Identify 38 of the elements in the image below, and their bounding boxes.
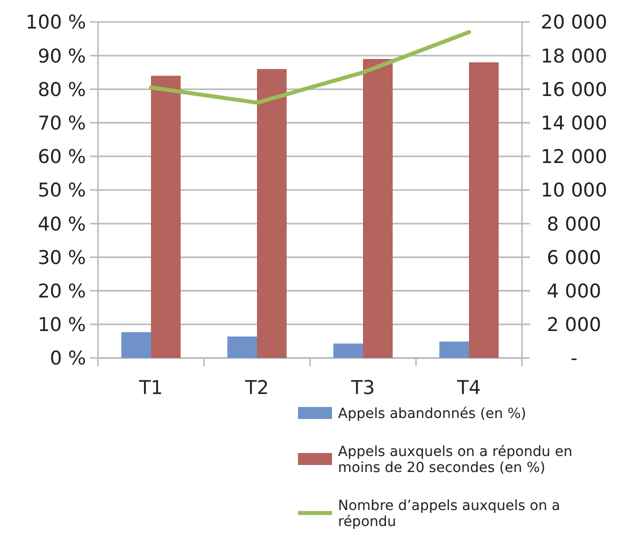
x-tick-label: T1	[138, 377, 163, 399]
y2-tick-label: -	[570, 348, 578, 370]
bar	[121, 332, 151, 358]
y-tick-label: 20 %	[38, 280, 86, 302]
y2-tick-label: 20 000	[540, 12, 608, 34]
y-tick-label: 70 %	[38, 112, 86, 134]
y-tick-label: 100 %	[26, 12, 86, 34]
bar	[333, 344, 363, 358]
x-tick-label: T3	[350, 377, 375, 399]
y2-tick-label: 16 000	[540, 78, 608, 101]
x-tick-label: T2	[244, 377, 269, 399]
y2-tick-label: 2 000	[546, 314, 602, 336]
y-tick-label: 60 %	[38, 146, 86, 168]
y2-tick-label: 12 000	[540, 146, 608, 168]
y-tick-label: 0 %	[50, 348, 86, 370]
y2-tick-label: 8 000	[546, 213, 602, 236]
bar	[439, 342, 469, 358]
y2-tick-label: 14 000	[540, 112, 608, 134]
bar	[257, 69, 287, 358]
y-tick-label: 90 %	[38, 45, 86, 68]
legend-label: Appels abandonnés (en %)	[338, 406, 526, 422]
y2-tick-label: 4 000	[546, 280, 602, 302]
y-tick-label: 80 %	[38, 78, 86, 101]
legend-label: Nombre d’appels auxquels on a répondu	[338, 498, 560, 530]
y-tick-label: 50 %	[38, 180, 86, 202]
y2-tick-label: 10 000	[540, 180, 608, 202]
y2-tick-label: 18 000	[540, 45, 608, 68]
bar	[227, 336, 257, 358]
x-tick-label: T4	[456, 377, 481, 399]
bar	[363, 58, 393, 358]
legend-label: Appels auxquels on a répondu en moins de 20 secondes (en %)	[338, 444, 572, 476]
line-series	[149, 30, 471, 105]
bar	[151, 76, 181, 358]
y-tick-label: 40 %	[38, 213, 86, 236]
y-tick-label: 30 %	[38, 246, 86, 269]
y2-tick-label: 6 000	[546, 246, 602, 269]
y-tick-label: 10 %	[38, 314, 86, 336]
bar	[469, 62, 499, 358]
